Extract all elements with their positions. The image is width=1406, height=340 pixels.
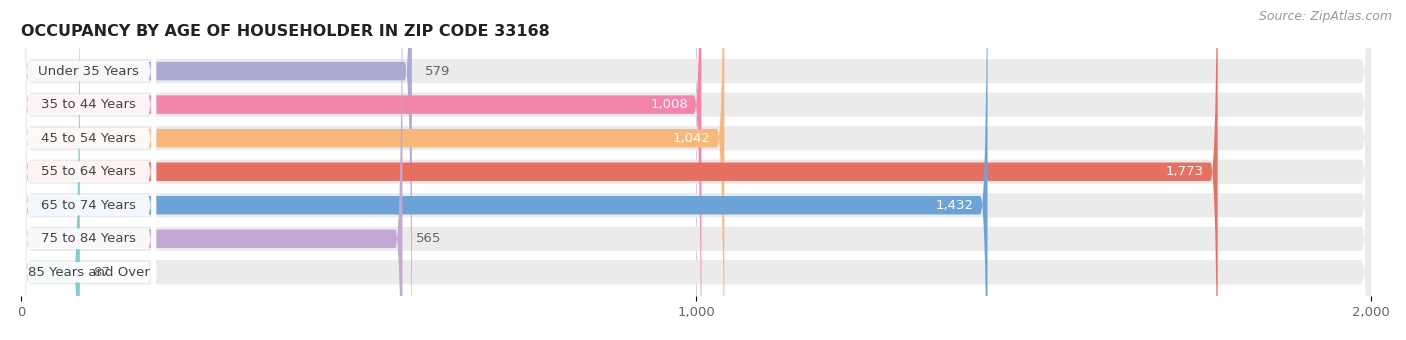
Text: 565: 565 [416,232,441,245]
FancyBboxPatch shape [21,0,156,340]
FancyBboxPatch shape [21,0,80,340]
FancyBboxPatch shape [21,0,156,340]
FancyBboxPatch shape [21,0,1371,340]
Text: 1,042: 1,042 [673,132,711,144]
FancyBboxPatch shape [21,0,1371,340]
Text: Source: ZipAtlas.com: Source: ZipAtlas.com [1258,10,1392,23]
Text: 55 to 64 Years: 55 to 64 Years [41,165,136,178]
FancyBboxPatch shape [21,0,1371,340]
FancyBboxPatch shape [21,0,1371,340]
FancyBboxPatch shape [21,0,987,340]
FancyBboxPatch shape [21,0,724,340]
FancyBboxPatch shape [21,0,1371,340]
FancyBboxPatch shape [21,0,702,340]
Text: 35 to 44 Years: 35 to 44 Years [41,98,136,111]
Text: 579: 579 [426,65,451,78]
Text: 87: 87 [93,266,110,279]
Text: 85 Years and Over: 85 Years and Over [28,266,149,279]
FancyBboxPatch shape [21,0,156,340]
FancyBboxPatch shape [21,0,156,340]
Text: OCCUPANCY BY AGE OF HOUSEHOLDER IN ZIP CODE 33168: OCCUPANCY BY AGE OF HOUSEHOLDER IN ZIP C… [21,24,550,39]
Text: 1,008: 1,008 [650,98,688,111]
FancyBboxPatch shape [21,0,156,340]
Text: 1,773: 1,773 [1166,165,1204,178]
Text: 65 to 74 Years: 65 to 74 Years [41,199,136,212]
Text: 75 to 84 Years: 75 to 84 Years [41,232,136,245]
Text: 1,432: 1,432 [936,199,974,212]
Text: 45 to 54 Years: 45 to 54 Years [41,132,136,144]
FancyBboxPatch shape [21,0,156,340]
FancyBboxPatch shape [21,0,402,340]
FancyBboxPatch shape [21,0,412,340]
FancyBboxPatch shape [21,0,156,340]
FancyBboxPatch shape [21,0,1371,340]
FancyBboxPatch shape [21,0,1371,340]
Text: Under 35 Years: Under 35 Years [38,65,139,78]
FancyBboxPatch shape [21,0,1218,340]
